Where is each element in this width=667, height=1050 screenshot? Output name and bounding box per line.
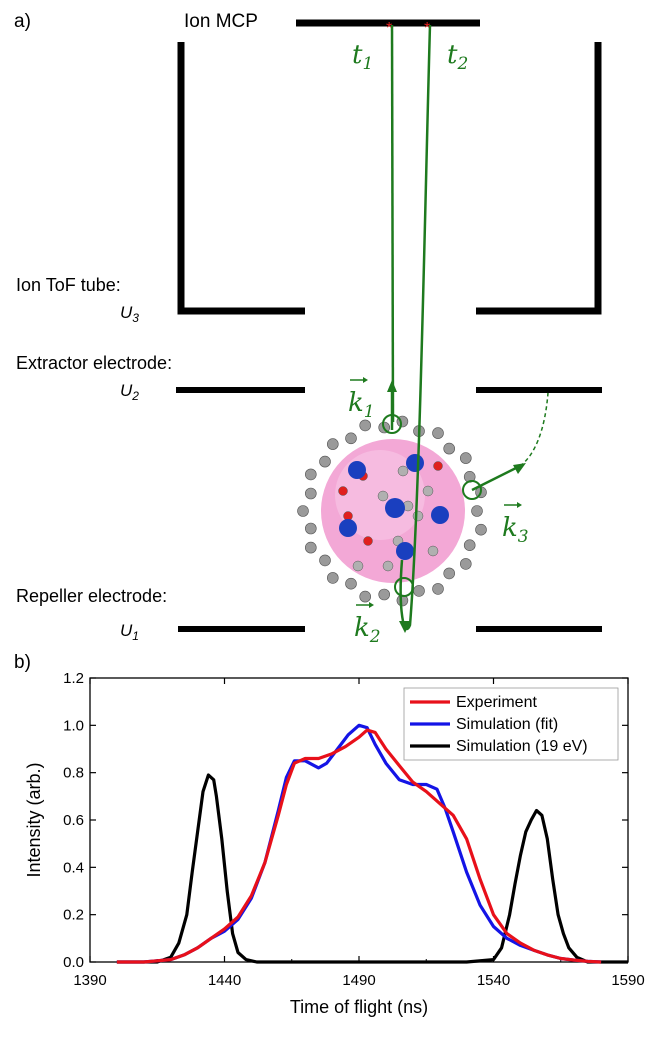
ion-particle [352,560,364,572]
k1-label: k1 [348,377,375,422]
shell-ion [471,505,483,517]
shell-ion [345,432,357,445]
shell-ion [304,468,317,481]
oxygen-atom [339,519,357,537]
t1-label: t1 [352,40,373,74]
legend-label: Experiment [456,694,537,711]
shell-ion [304,487,317,500]
hit-marker-t1: * [386,20,392,37]
shell-ion [463,539,476,552]
shell-ion [359,590,372,603]
oxygen-atom [385,498,405,518]
shell-ion [304,522,317,535]
panel-a: a) Ion MCP Ion ToF tube: U3 Extractor el… [14,11,602,647]
y-tick-label: 0.0 [63,954,84,971]
series-line-1 [116,723,602,964]
series-line-2 [116,773,628,964]
oxygen-atom [348,461,366,479]
k2-arrowhead [399,621,411,633]
shell-ion [443,442,456,455]
electron-particle [363,536,373,546]
trajectory-k3-dashed [519,392,549,467]
panel-b-label: b) [14,652,31,673]
k2-marker-ring [394,577,414,597]
ion-particle [397,465,409,477]
legend-label: Simulation (fit) [456,716,558,733]
x-axis-label: Time of flight (ns) [290,997,428,1017]
electron-particle [338,486,348,496]
trajectory-t1 [390,24,395,423]
shell-ion [304,541,317,554]
ion-particle [427,545,439,557]
shell-ion [443,567,456,580]
trajectory-t2 [399,24,432,631]
oxygen-atom [431,506,449,524]
inner-ions [338,461,443,572]
shell-ion [459,452,472,464]
k1-arrowhead [387,380,397,392]
ion-mcp-label: Ion MCP [184,11,258,32]
y-tick-label: 1.2 [63,670,84,687]
hit-marker-t2: * [424,20,430,37]
ion-trajectories [382,24,549,631]
water-molecules [339,454,449,560]
x-tick-label: 1590 [611,972,644,989]
k2-label: k2 [354,602,381,647]
oxygen-atom [406,454,424,472]
svg-text:k3: k3 [502,513,529,547]
k3-marker-ring [462,480,482,500]
y-tick-label: 0.2 [63,907,84,924]
ion-particle [377,490,389,502]
repeller-voltage-label: U1 [120,621,139,643]
shell-ion [378,588,391,601]
x-tick-label: 1440 [208,972,241,989]
oxygen-atom [396,542,414,560]
ion-particle [422,485,434,497]
extractor-voltage-label: U2 [120,381,139,403]
shell-ion [413,585,425,597]
x-tick-label: 1540 [477,972,510,989]
y-axis-label: Intensity (arb.) [24,762,44,877]
y-tick-label: 1.0 [63,717,84,734]
shell-ion [297,505,309,517]
svg-text:k2: k2 [354,613,381,647]
tof-voltage-label: U3 [120,303,139,325]
shell-ion [345,577,357,590]
ion-particle [412,510,424,522]
shell-ion [326,572,339,584]
series-line-0 [116,728,602,964]
svg-text:k1: k1 [348,388,375,422]
extractor-label: Extractor electrode: [16,353,172,373]
shell-ion [432,427,444,439]
k3-arrowhead [513,463,526,474]
shell-ion [475,523,487,536]
t2-label: t2 [447,40,468,74]
tof-chart: 1390 1440 1490 1540 1590 0.0 0.2 0.4 0.6 0.8 1.0 1.… [24,670,645,1017]
nanoplasma-cluster [297,415,487,607]
shell-ion [459,558,472,570]
shell-ion [432,583,444,595]
electron-particle [433,461,443,471]
panel-b: b) 1390 1440 1490 1540 1590 0.0 0.2 0.4 0.6 0.8 1.… [14,652,645,1017]
y-tick-label: 0.6 [63,812,84,829]
k1-marker-ring [382,414,402,434]
legend-label: Simulation (19 eV) [456,738,588,755]
x-tick-label: 1390 [73,972,106,989]
shell-ion [319,455,331,468]
shell-ion [326,438,339,450]
ion-particle [382,560,394,572]
tof-tube-right-wall [476,42,602,315]
tof-tube-label: Ion ToF tube: [16,275,121,295]
repeller-label: Repeller electrode: [16,586,167,606]
k3-label: k3 [502,502,529,547]
shell-ion [359,419,372,432]
panel-a-label: a) [14,11,31,32]
tof-tube-left-wall [177,42,305,315]
shell-ion [319,554,331,567]
x-tick-label: 1490 [342,972,375,989]
y-tick-label: 0.8 [63,765,84,782]
y-tick-label: 0.4 [63,859,84,876]
